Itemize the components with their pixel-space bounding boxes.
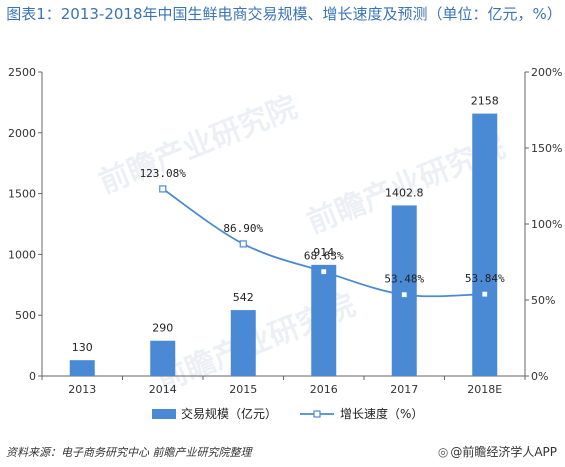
x-tick-label: 2015: [229, 383, 257, 396]
bar: [150, 340, 176, 376]
growth-data-label: 86.90%: [223, 222, 263, 235]
y-right-tick-label: 0%: [531, 370, 548, 383]
brand-icon: ◎: [437, 445, 449, 459]
chart-title: 图表1：2013-2018年中国生鲜电商交易规模、增长速度及预测（单位：亿元，%…: [6, 5, 562, 23]
bar-data-label: 914: [313, 246, 334, 259]
y-left-tick-label: 1500: [8, 188, 36, 201]
source-note: 资料来源：电子商务研究中心 前瞻产业研究院整理: [6, 446, 252, 459]
bar-data-label: 2158: [471, 95, 499, 108]
growth-marker: [400, 291, 408, 299]
brand-credit: ◎ @前瞻经济学人APP: [438, 443, 557, 460]
bar: [391, 205, 417, 376]
y-left-tick-label: 0: [29, 370, 36, 383]
y-left-tick-label: 2000: [8, 127, 36, 140]
y-left-tick-label: 2500: [8, 66, 36, 79]
bar-data-label: 542: [233, 291, 254, 304]
y-left-tick-label: 1000: [8, 248, 36, 261]
growth-data-label: 68.63%: [304, 250, 344, 263]
legend-line-label: 增长速度（%）: [340, 406, 423, 421]
y-right-tick-label: 100%: [531, 218, 562, 231]
y-right-tick-label: 200%: [531, 66, 562, 79]
x-tick-label: 2016: [310, 383, 338, 396]
x-tick-label: 2014: [149, 383, 177, 396]
growth-marker: [320, 268, 328, 276]
x-tick-label: 2013: [68, 383, 96, 396]
legend-bar-swatch: [152, 409, 176, 419]
bar-data-label: 290: [152, 322, 173, 335]
growth-marker: [481, 290, 489, 298]
bar: [472, 113, 498, 377]
growth-marker: [159, 185, 167, 193]
growth-data-label: 53.48%: [384, 273, 424, 286]
bar: [69, 360, 95, 376]
legend-bar-label: 交易规模（亿元）: [181, 406, 277, 421]
y-right-tick-label: 50%: [531, 294, 555, 307]
bar-data-label: 130: [72, 341, 93, 354]
bar: [230, 310, 256, 376]
x-tick-label: 2017: [390, 383, 418, 396]
y-left-tick-label: 500: [15, 309, 36, 322]
brand-label: @前瞻经济学人APP: [450, 445, 557, 459]
y-right-tick-label: 150%: [531, 142, 562, 155]
growth-data-label: 123.08%: [140, 167, 187, 180]
bar-data-label: 1402.8: [385, 186, 424, 199]
x-tick-label: 2018E: [467, 383, 502, 396]
legend-line-marker: [313, 410, 321, 418]
bar: [311, 264, 337, 376]
growth-data-label: 53.84%: [465, 272, 505, 285]
growth-marker: [239, 240, 247, 248]
